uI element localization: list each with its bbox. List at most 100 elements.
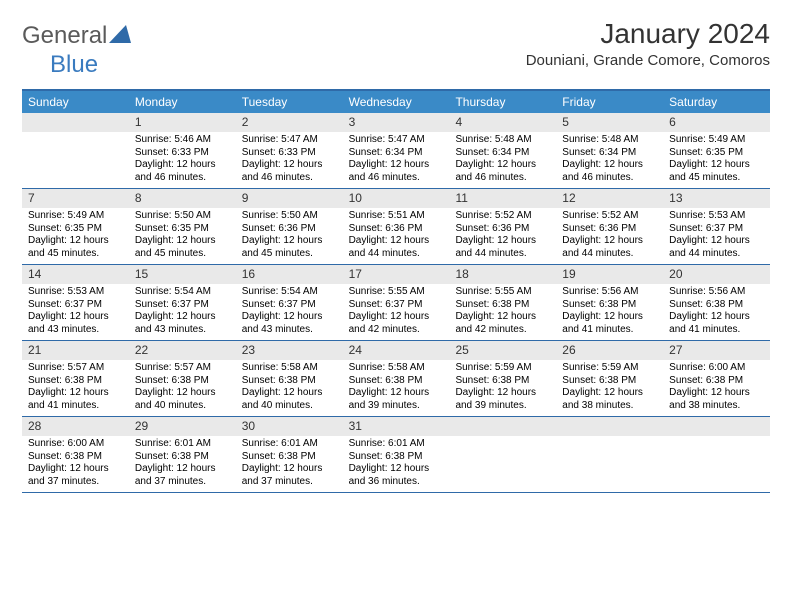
day-number: 6 — [663, 113, 770, 132]
day-sunrise: Sunrise: 5:47 AM — [349, 134, 444, 147]
day-number: 18 — [449, 265, 556, 284]
day-sunset: Sunset: 6:37 PM — [28, 299, 123, 312]
day-sunset: Sunset: 6:38 PM — [242, 375, 337, 388]
day-cell: 23 Sunrise: 5:58 AMSunset: 6:38 PMDayligh… — [236, 341, 343, 416]
day-day1: Daylight: 12 hours — [28, 387, 123, 400]
day-number: 1 — [129, 113, 236, 132]
day-header-row: Sunday Monday Tuesday Wednesday Thursday… — [22, 91, 770, 113]
day-sunrise: Sunrise: 5:48 AM — [455, 134, 550, 147]
day-day1: Daylight: 12 hours — [669, 235, 764, 248]
day-info: Sunrise: 5:50 AMSunset: 6:36 PMDaylight:… — [236, 210, 343, 260]
day-info: Sunrise: 5:50 AMSunset: 6:35 PMDaylight:… — [129, 210, 236, 260]
day-info: Sunrise: 5:51 AMSunset: 6:36 PMDaylight:… — [343, 210, 450, 260]
day-day1: Daylight: 12 hours — [349, 463, 444, 476]
dayhead-sun: Sunday — [22, 91, 129, 113]
day-day1: Daylight: 12 hours — [28, 311, 123, 324]
day-day1: Daylight: 12 hours — [562, 235, 657, 248]
dayhead-mon: Monday — [129, 91, 236, 113]
day-sunset: Sunset: 6:35 PM — [28, 223, 123, 236]
day-sunset: Sunset: 6:38 PM — [669, 299, 764, 312]
location: Douniani, Grande Comore, Comoros — [526, 52, 770, 69]
day-number: 23 — [236, 341, 343, 360]
day-day1: Daylight: 12 hours — [135, 463, 230, 476]
day-sunset: Sunset: 6:38 PM — [562, 375, 657, 388]
day-day1: Daylight: 12 hours — [669, 387, 764, 400]
day-sunset: Sunset: 6:38 PM — [28, 451, 123, 464]
day-info: Sunrise: 5:56 AMSunset: 6:38 PMDaylight:… — [663, 286, 770, 336]
day-number: 28 — [22, 417, 129, 436]
day-cell: 31Sunrise: 6:01 AMSunset: 6:38 PMDayligh… — [343, 417, 450, 492]
day-day1: Daylight: 12 hours — [349, 387, 444, 400]
day-sunrise: Sunrise: 5:53 AM — [28, 286, 123, 299]
weeks-container: 1Sunrise: 5:46 AMSunset: 6:33 PMDaylight… — [22, 113, 770, 493]
day-info: Sunrise: 5:47 AMSunset: 6:33 PMDaylight:… — [236, 134, 343, 184]
day-day2: and 37 minutes. — [242, 476, 337, 489]
dayhead-sat: Saturday — [663, 91, 770, 113]
day-sunrise: Sunrise: 5:56 AM — [669, 286, 764, 299]
day-number: 14 — [22, 265, 129, 284]
day-sunrise: Sunrise: 5:48 AM — [562, 134, 657, 147]
day-number: 26 — [556, 341, 663, 360]
day-cell: 3Sunrise: 5:47 AMSunset: 6:34 PMDaylight… — [343, 113, 450, 188]
day-day2: and 46 minutes. — [242, 172, 337, 185]
day-day2: and 45 minutes. — [242, 248, 337, 261]
day-cell: 8Sunrise: 5:50 AMSunset: 6:35 PMDaylight… — [129, 189, 236, 264]
day-day1: Daylight: 12 hours — [455, 235, 550, 248]
logo-triangle-icon — [109, 22, 131, 50]
day-sunset: Sunset: 6:36 PM — [242, 223, 337, 236]
logo-text-blue: Blue — [50, 51, 98, 78]
day-day1: Daylight: 12 hours — [562, 311, 657, 324]
day-sunrise: Sunrise: 5:46 AM — [135, 134, 230, 147]
day-sunset: Sunset: 6:34 PM — [562, 147, 657, 160]
day-cell: 5Sunrise: 5:48 AMSunset: 6:34 PMDaylight… — [556, 113, 663, 188]
day-day2: and 45 minutes. — [28, 248, 123, 261]
day-info: Sunrise: 5:58 AMSunset: 6:38 PMDaylight:… — [343, 362, 450, 412]
day-cell: 14 Sunrise: 5:53 AMSunset: 6:37 PMDayligh… — [22, 265, 129, 340]
day-info: Sunrise: 5:53 AMSunset: 6:37 PMDaylight:… — [663, 210, 770, 260]
day-sunset: Sunset: 6:36 PM — [455, 223, 550, 236]
day-sunset: Sunset: 6:38 PM — [349, 375, 444, 388]
day-cell — [663, 417, 770, 492]
day-day1: Daylight: 12 hours — [135, 235, 230, 248]
day-day2: and 41 minutes. — [562, 324, 657, 337]
week-row: 21Sunrise: 5:57 AMSunset: 6:38 PMDayligh… — [22, 341, 770, 417]
day-sunrise: Sunrise: 6:00 AM — [28, 438, 123, 451]
day-info: Sunrise: 6:01 AMSunset: 6:38 PMDaylight:… — [343, 438, 450, 488]
day-info: Sunrise: 5:56 AMSunset: 6:38 PMDaylight:… — [556, 286, 663, 336]
day-day1: Daylight: 12 hours — [455, 387, 550, 400]
day-cell: 7Sunrise: 5:49 AMSunset: 6:35 PMDaylight… — [22, 189, 129, 264]
day-cell: 16Sunrise: 5:54 AMSunset: 6:37 PMDayligh… — [236, 265, 343, 340]
logo: General — [22, 18, 131, 50]
logo-text-general: General — [22, 22, 107, 50]
day-info: Sunrise: 5:58 AMSunset: 6:38 PMDaylight:… — [236, 362, 343, 412]
day-sunrise: Sunrise: 5:54 AM — [242, 286, 337, 299]
day-day2: and 46 minutes. — [349, 172, 444, 185]
day-number: 27 — [663, 341, 770, 360]
day-number: 17 — [343, 265, 450, 284]
day-info: Sunrise: 6:01 AMSunset: 6:38 PMDaylight:… — [129, 438, 236, 488]
day-day2: and 45 minutes. — [135, 248, 230, 261]
day-day1: Daylight: 12 hours — [135, 311, 230, 324]
day-sunrise: Sunrise: 5:55 AM — [349, 286, 444, 299]
day-day2: and 46 minutes. — [135, 172, 230, 185]
day-info: Sunrise: 5:52 AMSunset: 6:36 PMDaylight:… — [449, 210, 556, 260]
day-sunrise: Sunrise: 5:59 AM — [562, 362, 657, 375]
day-sunrise: Sunrise: 5:47 AM — [242, 134, 337, 147]
day-sunset: Sunset: 6:38 PM — [28, 375, 123, 388]
day-cell: 22Sunrise: 5:57 AMSunset: 6:38 PMDayligh… — [129, 341, 236, 416]
day-day2: and 37 minutes. — [135, 476, 230, 489]
day-day2: and 43 minutes. — [28, 324, 123, 337]
day-cell: 9Sunrise: 5:50 AMSunset: 6:36 PMDaylight… — [236, 189, 343, 264]
day-day2: and 39 minutes. — [349, 400, 444, 413]
day-day1: Daylight: 12 hours — [349, 235, 444, 248]
day-sunrise: Sunrise: 6:01 AM — [349, 438, 444, 451]
day-info: Sunrise: 5:47 AMSunset: 6:34 PMDaylight:… — [343, 134, 450, 184]
day-sunset: Sunset: 6:34 PM — [349, 147, 444, 160]
day-day2: and 38 minutes. — [669, 400, 764, 413]
day-day2: and 45 minutes. — [669, 172, 764, 185]
day-day1: Daylight: 12 hours — [242, 463, 337, 476]
day-cell: 27Sunrise: 6:00 AMSunset: 6:38 PMDayligh… — [663, 341, 770, 416]
day-sunset: Sunset: 6:36 PM — [562, 223, 657, 236]
day-day2: and 41 minutes. — [669, 324, 764, 337]
day-day1: Daylight: 12 hours — [455, 311, 550, 324]
